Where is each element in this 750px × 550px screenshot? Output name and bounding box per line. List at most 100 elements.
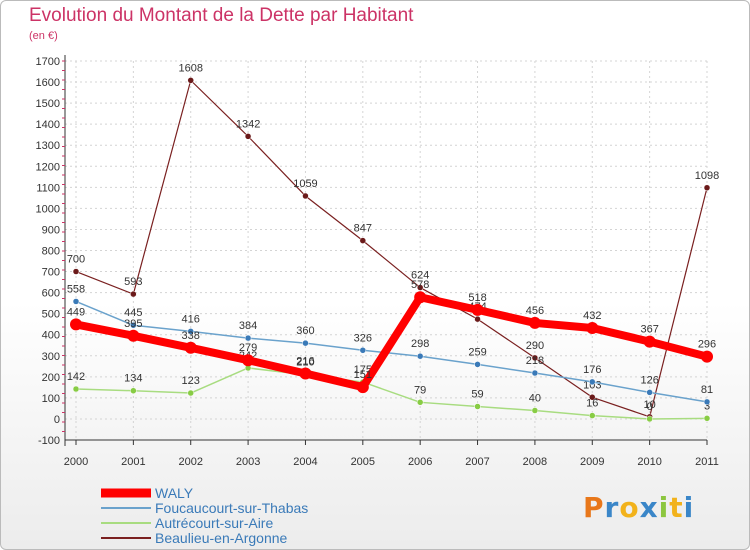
data-point-waly (471, 303, 484, 316)
data-label-foucaucourt-sur-thabas: 176 (583, 364, 601, 376)
data-label-foucaucourt-sur-thabas: 218 (526, 355, 544, 367)
data-point-foucaucourt-sur-thabas (646, 389, 653, 396)
logo-letter: i (683, 491, 695, 524)
data-point-beaulieu-en-argonne (474, 315, 481, 323)
data-point-waly (586, 321, 599, 334)
x-tick-label: 2002 (178, 456, 202, 468)
data-label-foucaucourt-sur-thabas: 384 (239, 320, 257, 332)
data-label-waly: 216 (296, 355, 314, 367)
y-tick-label: 1400 (36, 119, 60, 131)
y-tick-label: 300 (42, 351, 60, 363)
data-point-foucaucourt-sur-thabas (416, 352, 424, 360)
data-label-beaulieu-en-argonne: 847 (354, 223, 372, 235)
data-point-waly (242, 354, 255, 367)
data-point-foucaucourt-sur-thabas (130, 321, 137, 329)
y-tick-label: -100 (38, 435, 60, 447)
data-label-waly: 296 (698, 339, 716, 351)
x-tick-label: 2001 (121, 456, 145, 468)
data-label-foucaucourt-sur-thabas: 416 (182, 313, 200, 325)
data-point-beaulieu-en-argonne (589, 394, 596, 401)
y-tick-label: 200 (42, 372, 60, 384)
data-point-waly (127, 329, 140, 342)
data-label-foucaucourt-sur-thabas: 326 (354, 332, 372, 344)
data-label-beaulieu-en-argonne: 290 (526, 340, 544, 352)
data-label-foucaucourt-sur-thabas: 81 (701, 384, 713, 396)
data-label-waly: 449 (67, 306, 85, 318)
data-label-waly: 395 (124, 318, 142, 330)
x-tick-label: 2007 (465, 456, 489, 468)
chart-subtitle: (en €) (29, 30, 58, 42)
series-line-autr-court-sur-aire (75, 367, 708, 420)
data-label-autr-court-sur-aire: 123 (182, 375, 200, 387)
data-label-foucaucourt-sur-thabas: 558 (67, 283, 85, 295)
data-label-waly: 456 (526, 305, 544, 317)
data-point-autr-court-sur-aire (72, 385, 80, 393)
data-point-waly (414, 291, 427, 304)
data-point-autr-court-sur-aire (416, 399, 424, 406)
data-label-beaulieu-en-argonne: 1059 (293, 178, 317, 190)
data-point-beaulieu-en-argonne (359, 237, 367, 244)
data-label-waly: 338 (182, 330, 200, 342)
data-label-foucaucourt-sur-thabas: 360 (296, 325, 314, 337)
data-point-foucaucourt-sur-thabas (244, 334, 252, 342)
data-label-beaulieu-en-argonne: 1098 (695, 170, 719, 182)
x-tick-label: 2009 (580, 456, 604, 468)
y-tick-label: 1500 (36, 98, 60, 110)
data-point-foucaucourt-sur-thabas (187, 328, 194, 335)
logo-letter: x (639, 491, 659, 524)
data-label-waly: 518 (468, 292, 486, 304)
logo-letter: P (583, 491, 605, 524)
data-label-waly: 279 (239, 342, 257, 354)
data-label-autr-court-sur-aire: 210 (296, 357, 314, 369)
series-line-beaulieu-en-argonne (75, 79, 708, 418)
x-tick-label: 2004 (293, 456, 317, 468)
data-label-beaulieu-en-argonne: 593 (124, 276, 142, 288)
legend-label-beaulieu-en-argonne: Beaulieu-en-Argonne (155, 530, 288, 546)
data-point-waly (701, 350, 713, 363)
y-tick-label: 500 (42, 309, 60, 321)
data-label-autr-court-sur-aire: 3 (704, 400, 710, 412)
x-tick-label: 2011 (695, 456, 719, 468)
data-point-autr-court-sur-aire (474, 403, 481, 410)
data-point-foucaucourt-sur-thabas (359, 347, 367, 354)
proxiti-logo: Proxiti (583, 491, 694, 524)
data-point-foucaucourt-sur-thabas (302, 339, 309, 347)
data-label-waly: 578 (411, 279, 429, 291)
x-tick-label: 2000 (64, 456, 88, 468)
data-point-waly (356, 381, 369, 394)
data-label-foucaucourt-sur-thabas: 126 (640, 374, 658, 386)
y-tick-label: 1100 (36, 182, 60, 194)
data-label-autr-court-sur-aire: 134 (124, 373, 142, 385)
data-point-beaulieu-en-argonne (703, 184, 711, 192)
data-point-beaulieu-en-argonne (531, 354, 539, 362)
data-label-foucaucourt-sur-thabas: 259 (468, 346, 486, 358)
data-point-autr-court-sur-aire (531, 407, 539, 414)
legend-label-foucaucourt-sur-thabas: Foucaucourt-sur-Thabas (155, 500, 308, 516)
y-tick-label: 1300 (36, 140, 60, 152)
y-tick-label: 1200 (36, 161, 60, 173)
data-label-autr-court-sur-aire: 59 (471, 389, 483, 401)
y-tick-label: 700 (42, 267, 60, 279)
data-point-waly (184, 341, 197, 354)
data-label-autr-court-sur-aire: 0 (647, 401, 653, 413)
data-point-waly (299, 367, 312, 380)
y-tick-label: 1000 (36, 203, 60, 215)
data-point-foucaucourt-sur-thabas (474, 361, 481, 368)
y-tick-label: 600 (42, 288, 60, 300)
data-point-waly (643, 335, 656, 348)
x-tick-label: 2010 (637, 456, 661, 468)
data-point-autr-court-sur-aire (703, 415, 711, 422)
data-label-waly: 432 (583, 310, 601, 322)
data-label-beaulieu-en-argonne: 700 (67, 254, 85, 266)
data-point-foucaucourt-sur-thabas (703, 398, 711, 406)
logo-letter: t (669, 491, 684, 524)
data-label-autr-court-sur-aire: 79 (414, 384, 426, 396)
data-point-beaulieu-en-argonne (72, 268, 80, 275)
data-point-beaulieu-en-argonne (244, 133, 252, 140)
logo-letter: r (604, 491, 620, 524)
y-tick-label: 0 (54, 414, 60, 426)
series-line-foucaucourt-sur-thabas (75, 300, 708, 403)
y-tick-label: 800 (42, 246, 60, 258)
data-point-beaulieu-en-argonne (130, 290, 137, 298)
